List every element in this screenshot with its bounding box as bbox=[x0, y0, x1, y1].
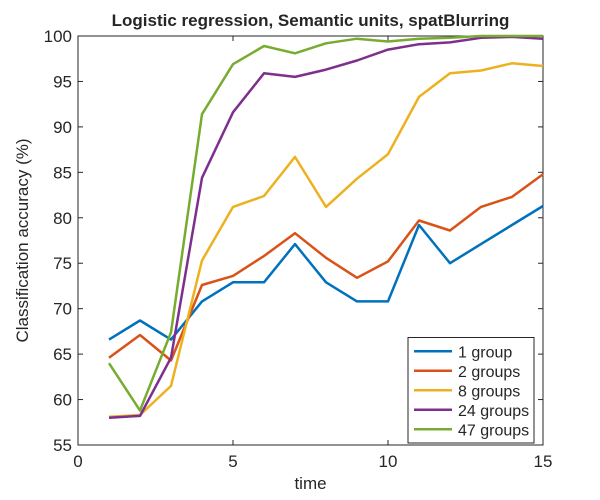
y-tick-label: 95 bbox=[53, 72, 72, 91]
series-line-8-groups bbox=[108, 62, 544, 419]
y-tick-label: 55 bbox=[53, 436, 72, 455]
y-axis-label: Classification accuracy (%) bbox=[13, 138, 32, 342]
legend-label: 1 group bbox=[458, 344, 512, 361]
axis-ticks: 0 5 10 15 55 60 65 70 75 80 85 90 95 100 bbox=[44, 27, 553, 471]
x-axis-label: time bbox=[294, 474, 326, 493]
x-tick-label: 0 bbox=[73, 452, 82, 471]
legend-label: 2 groups bbox=[458, 364, 520, 381]
y-tick-label: 100 bbox=[44, 27, 72, 46]
series-line-47-groups bbox=[107, 34, 543, 412]
series-line-1-group bbox=[108, 204, 544, 341]
y-tick-label: 65 bbox=[53, 345, 72, 364]
y-tick-label: 80 bbox=[53, 209, 72, 228]
legend: 1 group 2 groups 8 groups 24 groups 47 group… bbox=[407, 337, 535, 444]
legend-label: 24 groups bbox=[458, 403, 529, 420]
y-tick-label: 75 bbox=[53, 254, 72, 273]
y-tick-label: 85 bbox=[53, 163, 72, 182]
x-tick-label: 5 bbox=[228, 452, 237, 471]
legend-label: 8 groups bbox=[458, 383, 520, 400]
series-line-24-groups bbox=[108, 35, 544, 419]
x-tick-label: 15 bbox=[534, 452, 553, 471]
y-tick-label: 90 bbox=[53, 118, 72, 137]
y-tick-label: 60 bbox=[53, 391, 72, 410]
x-tick-label: 10 bbox=[379, 452, 398, 471]
chart-title: Logistic regression, Semantic units, spa… bbox=[112, 11, 510, 30]
series-line-2-groups bbox=[108, 173, 544, 362]
legend-label: 47 groups bbox=[458, 422, 529, 439]
y-tick-label: 70 bbox=[53, 300, 72, 319]
series-lines bbox=[107, 34, 544, 419]
